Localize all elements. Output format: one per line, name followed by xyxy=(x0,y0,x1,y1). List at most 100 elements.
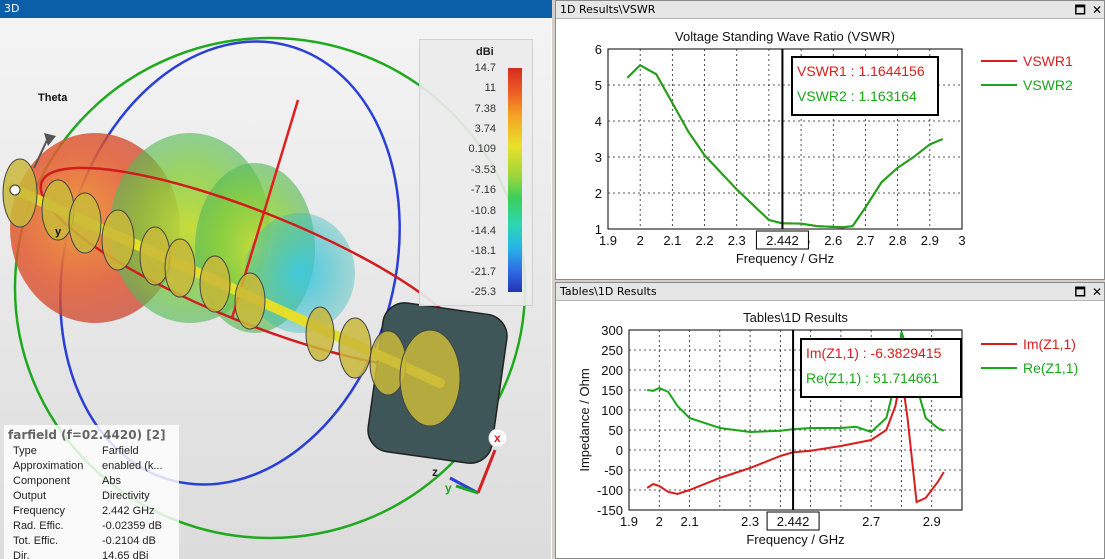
info-key: Type xyxy=(13,445,37,457)
vswr-chart[interactable]: Voltage Standing Wave Ratio (VSWR) 1.9 2 2.… xyxy=(556,20,1104,280)
colorbar-tick: -3.53 xyxy=(470,163,496,176)
farfield-info-box: farfield (f=02.4420) [2] Type Farfield App… xyxy=(4,425,179,559)
axis-y-label: y xyxy=(445,481,452,495)
y-tick-label: 100 xyxy=(601,403,623,418)
info-row: Frequency 2.442 GHz xyxy=(4,504,179,519)
readout-box xyxy=(791,56,939,116)
colorbar-unit: dBi xyxy=(476,46,494,58)
marker-value-label: 2.442 xyxy=(777,514,810,529)
colorbar-tick: -14.4 xyxy=(470,224,496,237)
x-tick-label: 2.9 xyxy=(923,514,941,529)
y-axis-label: Impedance / Ohm xyxy=(577,368,592,471)
impedance-panel: Tables\1D Results 🗖 ✕ Tables\1D Results 1… xyxy=(555,282,1105,559)
legend-label[interactable]: Re(Z1,1) xyxy=(1023,360,1078,376)
farfield-3d-scene[interactable]: Theta y x z y xyxy=(0,18,551,559)
impedance-window-title: Tables\1D Results xyxy=(560,285,657,298)
info-row: Type Farfield xyxy=(4,444,179,459)
y-axis-label-scene: y xyxy=(55,226,62,238)
x-tick-label: 1.9 xyxy=(599,233,617,248)
info-key: Output xyxy=(13,490,47,502)
legend-label[interactable]: VSWR1 xyxy=(1023,53,1073,69)
colorbar-tick: -25.3 xyxy=(470,286,496,298)
info-value: Farfield xyxy=(102,445,139,457)
vswr-window-title: 1D Results\VSWR xyxy=(560,3,656,16)
vswr-close-button[interactable]: ✕ xyxy=(1091,3,1102,17)
x-tick-label: 2.3 xyxy=(741,514,759,529)
x-tick-label: 2.6 xyxy=(824,233,842,248)
y-tick-label: 4 xyxy=(595,114,602,129)
colorbar-tick: -7.16 xyxy=(470,184,496,197)
vswr-restore-button[interactable]: 🗖 xyxy=(1074,3,1086,17)
y-tick-label: 250 xyxy=(601,343,623,358)
farfield-3d-panel: 3D xyxy=(0,0,552,559)
vswr-panel: 1D Results\VSWR 🗖 ✕ Voltage Standing Wav… xyxy=(555,0,1105,280)
y-tick-label: 5 xyxy=(595,78,602,93)
axes-gizmo[interactable]: x z y xyxy=(432,428,508,495)
y-tick-label: 0 xyxy=(616,443,623,458)
y-tick-label: -150 xyxy=(597,503,623,518)
legend-label[interactable]: VSWR2 xyxy=(1023,77,1073,93)
info-value: 14.65 dBi xyxy=(102,550,149,559)
marker-value-label: 2.442 xyxy=(766,233,799,248)
series-line-0 xyxy=(646,373,945,504)
info-value: Abs xyxy=(102,475,121,487)
colorbar-tick: 14.7 xyxy=(474,62,496,74)
readout-text: Re(Z1,1) : 51.714661 xyxy=(806,370,939,386)
farfield-3d-view[interactable]: Theta y x z y dBi 14.7 11 7.38 3.74 0.109 -3.… xyxy=(0,18,551,559)
impedance-restore-button[interactable]: 🗖 xyxy=(1074,285,1086,299)
theta-arrow xyxy=(33,137,49,169)
theta-label: Theta xyxy=(38,92,68,104)
antenna-disks xyxy=(2,158,461,427)
info-key: Tot. Effic. xyxy=(13,535,59,547)
impedance-titlebar[interactable]: Tables\1D Results 🗖 ✕ xyxy=(556,283,1104,301)
info-row: Rad. Effic. -0.02359 dB xyxy=(4,519,179,534)
info-key: Dir. xyxy=(13,550,30,559)
colorbar-tick: -18.1 xyxy=(470,245,496,258)
y-tick-label: -100 xyxy=(597,483,623,498)
farfield-info-header: farfield (f=02.4420) [2] xyxy=(8,428,166,442)
x-tick-label: 2.7 xyxy=(856,233,874,248)
colorbar-gradient xyxy=(508,68,522,292)
y-tick-label: 2 xyxy=(595,186,602,201)
vswr-titlebar[interactable]: 1D Results\VSWR 🗖 ✕ xyxy=(556,1,1104,19)
info-value: enabled (k... xyxy=(102,460,163,472)
marker-value-box xyxy=(755,230,809,250)
readout-text: VSWR2 : 1.163164 xyxy=(797,88,917,104)
impedance-chart[interactable]: Tables\1D Results1.922.12.32.52.72.9-150… xyxy=(556,302,1104,559)
info-row: Component Abs xyxy=(4,474,179,489)
impedance-close-button[interactable]: ✕ xyxy=(1091,285,1102,299)
colorbar-tick: 0.109 xyxy=(468,143,496,156)
y-tick-label: -50 xyxy=(604,463,623,478)
chart-title: Tables\1D Results xyxy=(743,310,848,325)
readout-text: Im(Z1,1) : -6.3829415 xyxy=(806,345,942,361)
colorbar-legend: dBi 14.7 11 7.38 3.74 0.109 -3.53 -7.16 -10.8 -1… xyxy=(419,39,533,306)
info-row: Output Directivity xyxy=(4,489,179,504)
feed-point xyxy=(9,184,21,196)
info-key: Rad. Effic. xyxy=(13,520,64,532)
x-axis-label: Frequency / GHz xyxy=(736,251,834,266)
x-tick-label: 2 xyxy=(637,233,644,248)
colorbar-tick: 7.38 xyxy=(474,102,496,115)
y-tick-label: 3 xyxy=(595,150,602,165)
info-key: Frequency xyxy=(13,505,65,517)
x-tick-label: 2.8 xyxy=(889,233,907,248)
y-tick-label: 1 xyxy=(595,222,602,237)
x-tick-label: 2.1 xyxy=(663,233,681,248)
x-tick-label: 2 xyxy=(656,514,663,529)
colorbar-tick: -10.8 xyxy=(470,204,496,217)
x-tick-label: 2.2 xyxy=(696,233,714,248)
info-key: Component xyxy=(13,475,70,487)
legend-label[interactable]: Im(Z1,1) xyxy=(1023,336,1076,352)
y-tick-label: 50 xyxy=(609,423,623,438)
colorbar-tick: 11 xyxy=(484,82,496,95)
colorbar-tick: -21.7 xyxy=(470,265,496,278)
theta-arrow-head xyxy=(44,133,56,146)
readout-box xyxy=(800,338,962,398)
info-row: Dir. 14.65 dBi xyxy=(4,549,179,559)
x-axis-label: Frequency / GHz xyxy=(746,532,844,547)
info-value: Directivity xyxy=(102,490,150,502)
x-tick-label: 2.3 xyxy=(728,233,746,248)
panel-3d-titlebar[interactable]: 3D xyxy=(0,0,552,18)
panel-3d-title: 3D xyxy=(4,2,20,15)
y-tick-label: 200 xyxy=(601,363,623,378)
